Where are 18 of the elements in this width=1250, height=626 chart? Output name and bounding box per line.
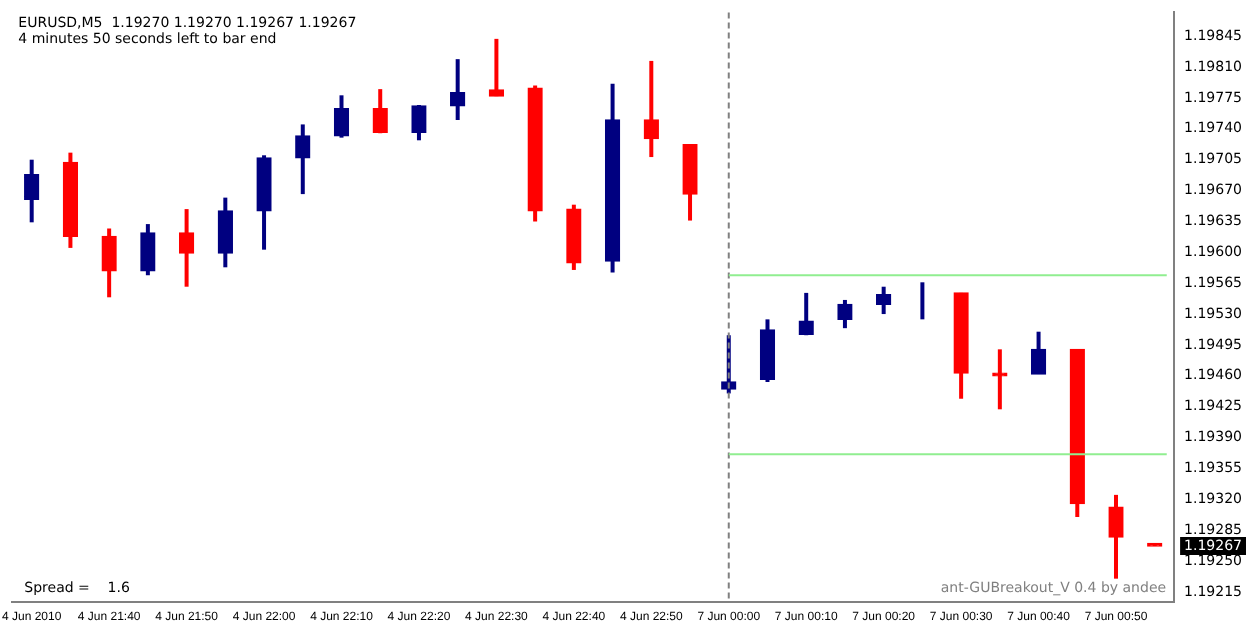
candlestick xyxy=(643,58,659,160)
candlestick xyxy=(217,195,233,270)
candlestick xyxy=(450,57,466,123)
candlestick xyxy=(1030,329,1047,377)
candlestick xyxy=(101,226,117,300)
candlestick xyxy=(682,142,698,223)
candlestick xyxy=(295,122,311,197)
candlestick xyxy=(721,333,737,396)
candlestick xyxy=(798,290,814,338)
candlestick xyxy=(24,157,40,225)
candlestick xyxy=(411,103,427,143)
candlestick xyxy=(1108,492,1124,581)
candlestick xyxy=(178,207,195,289)
candlestick xyxy=(759,317,776,384)
candlestick xyxy=(488,36,505,99)
candlestick xyxy=(333,93,350,140)
candlestick xyxy=(140,222,156,278)
candlestick xyxy=(876,284,892,317)
